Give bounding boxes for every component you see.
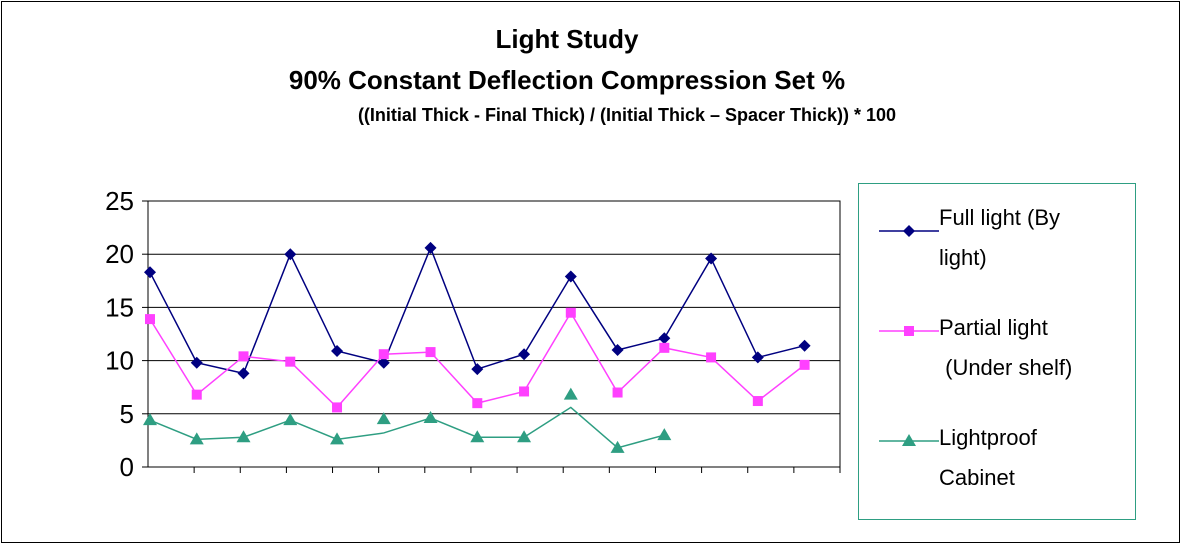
legend-item-full-light: Full light (By light) [859, 201, 1135, 281]
point-triangle [610, 440, 625, 453]
legend-label-partial-light-2: (Under shelf) [939, 355, 1073, 380]
point-diamond [424, 241, 437, 254]
point-diamond [237, 367, 250, 380]
legend-label-full-light-2: light) [939, 245, 987, 270]
point-triangle [423, 411, 438, 424]
point-triangle [470, 430, 485, 443]
point-square [752, 396, 763, 407]
legend-label-partial-light-1: Partial light [939, 315, 1048, 340]
point-triangle [236, 430, 251, 443]
point-square [145, 314, 155, 325]
legend-marker-diamond-icon [879, 225, 939, 237]
chart-formula: ((Initial Thick - Final Thick) / (Initia… [357, 105, 897, 125]
point-diamond [611, 343, 624, 356]
legend-marker-square-icon [879, 326, 939, 336]
point-diamond [705, 252, 718, 265]
point-diamond [658, 332, 671, 345]
legend: Full light (By light) Partial light (Und… [858, 183, 1136, 520]
point-triangle [517, 430, 532, 443]
legend-label-lightproof-2: Cabinet [939, 465, 1015, 490]
y-tick-label: 5 [120, 399, 134, 429]
point-square [238, 351, 249, 362]
point-diamond [518, 348, 531, 361]
legend-marker-triangle-icon [879, 434, 939, 446]
point-diamond [798, 339, 811, 352]
legend-label-lightproof-1: Lightproof [939, 425, 1037, 450]
point-square [519, 386, 530, 397]
point-square [332, 402, 343, 413]
point-triangle [657, 428, 672, 441]
y-tick-label: 10 [105, 346, 134, 376]
legend-item-partial-light: Partial light (Under shelf) [859, 311, 1135, 391]
point-square [706, 352, 717, 363]
plot-border [147, 200, 841, 468]
legend-item-lightproof: Lightproof Cabinet [859, 421, 1135, 501]
point-diamond [471, 363, 484, 376]
y-tick-label: 0 [120, 452, 134, 482]
y-tick-label: 15 [105, 292, 134, 322]
point-diamond [331, 345, 344, 358]
series-line-2 [149, 406, 665, 449]
point-square [659, 342, 670, 353]
point-diamond [190, 356, 203, 369]
point-diamond [564, 270, 577, 283]
point-triangle [189, 432, 204, 445]
point-square [191, 389, 202, 400]
point-triangle [563, 387, 578, 400]
point-diamond [377, 356, 390, 369]
point-diamond [144, 266, 156, 279]
point-triangle [143, 413, 157, 426]
chart-title: Light Study [495, 24, 639, 54]
point-square [472, 398, 483, 409]
point-triangle [283, 413, 298, 426]
point-diamond [751, 351, 764, 364]
point-triangle [330, 432, 345, 445]
point-square [799, 359, 810, 370]
chart-subtitle: 90% Constant Deflection Compression Set … [288, 65, 846, 95]
point-square [285, 356, 296, 367]
legend-label-full-light-1: Full light (By [939, 205, 1061, 230]
point-triangle [376, 412, 391, 425]
y-tick-label: 20 [105, 239, 134, 269]
point-square [565, 307, 576, 318]
point-square [612, 387, 623, 398]
point-diamond [284, 248, 297, 261]
y-tick-label: 25 [105, 186, 134, 216]
point-square [378, 349, 389, 360]
point-square [425, 347, 436, 358]
